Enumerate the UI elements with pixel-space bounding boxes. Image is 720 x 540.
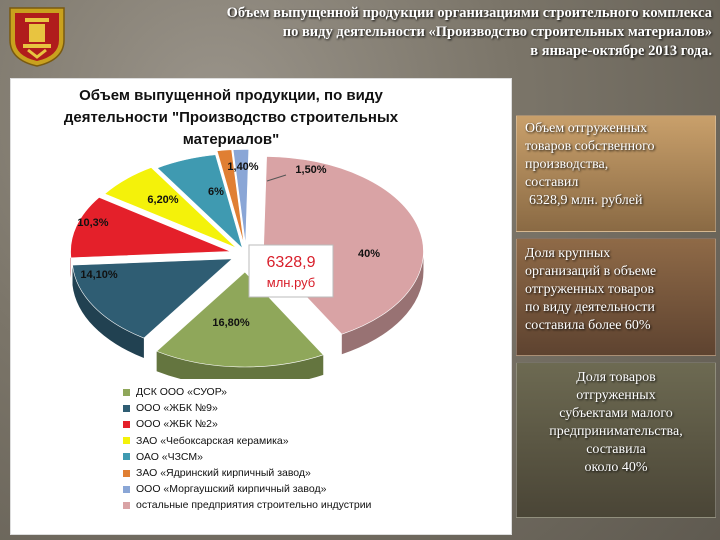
pie-slice [72, 258, 233, 339]
pie-slice-side [72, 265, 144, 359]
legend-swatch [123, 485, 130, 493]
pie-slice [104, 167, 237, 249]
legend-item: остальные предприятия строительно индуст… [123, 497, 371, 513]
info-line: Объем отгруженных [525, 121, 648, 136]
info-line: Доля крупных [525, 246, 611, 261]
legend-item: ООО «ЖБК №2» [123, 416, 371, 432]
info-line: около 40% [584, 460, 648, 475]
legend-item: ООО «Моргаушский кирпичный завод» [123, 481, 371, 497]
info-line: составила [586, 442, 646, 457]
page-title: Объем выпущенной продукции организациями… [92, 4, 712, 61]
legend-swatch [123, 388, 130, 396]
chart-title-line: Объем выпущенной продукции, по виду [79, 87, 383, 104]
legend-item: ДСК ООО «СУОР» [123, 384, 371, 400]
pie-slice-side [341, 251, 424, 355]
pie-slice [216, 149, 245, 245]
info-line: субъектами малого [559, 406, 673, 421]
legend-item: ООО «ЖБК №9» [123, 400, 371, 416]
page-title-line: в январе-октябре 2013 года. [530, 43, 712, 59]
center-value-label: 6328,9 [267, 254, 316, 271]
info-line: отгруженных товаров [525, 282, 655, 297]
pie-slice-side-face [341, 251, 424, 355]
label-leader-line [266, 174, 287, 182]
pie-chart: 16,80% 14,10% 10,3% 6,20% 6% 1,40% 1,50% 40% 632… [70, 149, 424, 379]
legend-label: ДСК ООО «СУОР» [136, 386, 227, 398]
page-title-line: по виду деятельности «Производство строи… [282, 24, 712, 40]
pie-slice-side-face [72, 265, 144, 359]
info-line: по виду деятельности [525, 300, 655, 315]
pie-slice-label: 1,50% [295, 164, 326, 176]
legend-label: ОАО «ЧЗСМ» [136, 450, 203, 463]
pie-slice-label: 16,80% [212, 317, 250, 329]
legend-swatch [123, 453, 130, 461]
chart-panel: Объем выпущенной продукции, по виду деят… [10, 78, 512, 535]
chart-title: Объем выпущенной продукции, по виду деят… [11, 85, 451, 151]
pie-slice-side-face [156, 351, 324, 379]
center-value-box [248, 244, 334, 298]
chuvashia-emblem-icon [9, 7, 65, 67]
info-line: товаров собственного [525, 139, 655, 154]
legend-label: ООО «Моргаушский кирпичный завод» [136, 483, 327, 496]
legend-swatch [123, 469, 130, 477]
info-box-shipped-volume: Объем отгруженных товаров собственного п… [516, 115, 716, 232]
pie-slice [156, 154, 244, 250]
legend-item: ОАО «ЧЗСМ» [123, 449, 371, 465]
info-box-small-business: Доля товаров отгруженных субъектами мало… [516, 362, 716, 518]
chart-legend: ДСК ООО «СУОР» ООО «ЖБК №9» ООО «ЖБК №2» ЗА… [123, 384, 371, 514]
pie-slice [156, 271, 324, 368]
info-line: составил [525, 175, 579, 190]
page-title-line: Объем выпущенной продукции организациями… [226, 5, 712, 21]
pie-slice-label: 14,10% [80, 269, 118, 281]
legend-label: ЗАО «Ядринский кирпичный завод» [136, 466, 311, 479]
pie-slice-label: 6,20% [147, 194, 178, 206]
pie-slice-side [156, 351, 324, 379]
info-line: Доля товаров [576, 370, 656, 385]
pie-slice [232, 149, 250, 245]
legend-swatch [123, 437, 130, 445]
pie-slice-label: 10,3% [77, 217, 108, 229]
pie-slice-label: 1,40% [227, 161, 258, 173]
legend-item: ЗАО «Ядринский кирпичный завод» [123, 465, 371, 481]
info-box-large-organizations: Доля крупных организаций в объеме отгруж… [516, 238, 716, 356]
info-line: 6328,9 млн. рублей [529, 193, 643, 208]
center-value-label: млн.руб [267, 275, 316, 290]
legend-label: остальные предприятия строительно индуст… [136, 499, 372, 512]
legend-label: ООО «ЖБК №9» [136, 402, 218, 415]
info-line: организаций в объеме [525, 264, 657, 279]
legend-item: ЗАО «Чебоксарская керамика» [123, 433, 371, 449]
chart-title-line: деятельности "Производство строительных [63, 109, 399, 126]
pie-slice [70, 197, 231, 259]
info-line: составила более 60% [525, 318, 651, 333]
legend-label: ЗАО «Чебоксарская керамика» [136, 434, 289, 447]
info-line: предпринимательства, [549, 424, 683, 439]
header: Объем выпущенной продукции организациями… [0, 0, 720, 75]
info-line: отгруженных [576, 388, 656, 403]
pie-slice-label: 6% [208, 186, 224, 198]
chart-title-line: материалов" [182, 131, 280, 148]
info-line: производства, [525, 157, 609, 172]
legend-label: ООО «ЖБК №2» [136, 418, 218, 431]
legend-swatch [123, 502, 130, 510]
legend-swatch [123, 404, 130, 412]
pie-slice-label: 40% [358, 248, 380, 260]
legend-swatch [123, 421, 130, 429]
